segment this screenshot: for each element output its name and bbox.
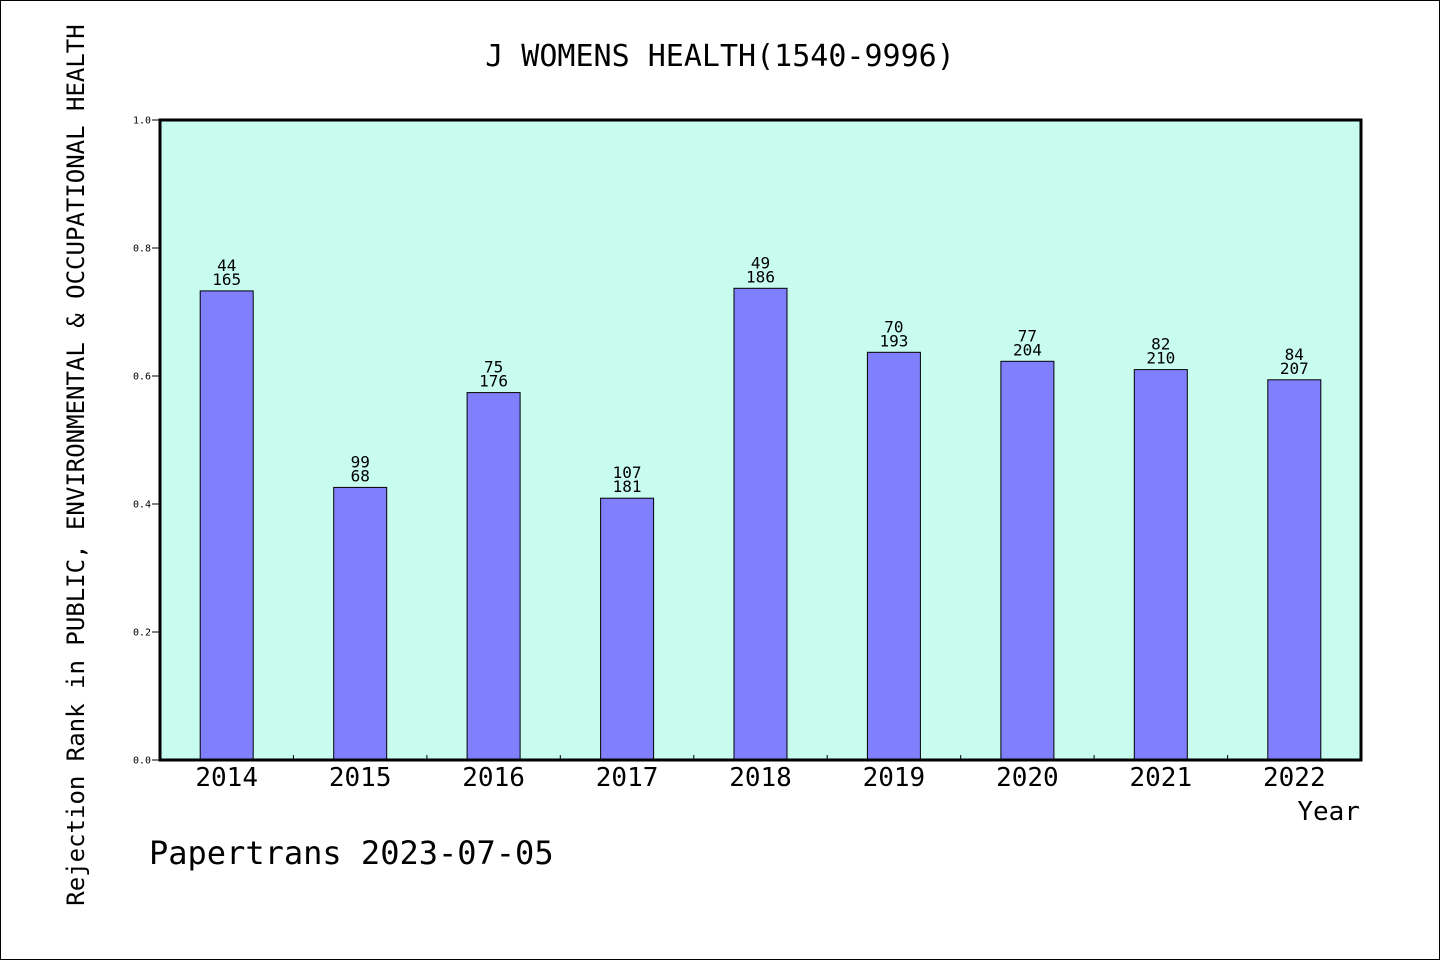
x-axis-label: Year <box>1297 797 1360 827</box>
y-tick-label: 0.0 <box>133 756 151 767</box>
bar-total-label: 210 <box>1146 349 1175 368</box>
bar-2021 <box>1133 369 1188 761</box>
chart-title: J WOMENS HEALTH(1540-9996) <box>485 39 955 74</box>
x-tick-label: 2016 <box>462 763 525 793</box>
y-ticks-group: 0.0 0.2 0.4 0.6 0.8 1.0 <box>133 116 160 767</box>
bar-total-label: 165 <box>212 270 241 289</box>
x-tick-label: 2018 <box>729 763 792 793</box>
bar-rank-label: 70 <box>884 317 903 336</box>
y-axis-label: Rejection Rank in PUBLIC, ENVIRONMENTAL … <box>62 24 90 905</box>
x-ticks-group: 2014 2015 2016 2017 2018 2019 2020 2021 2022 <box>195 755 1326 793</box>
y-tick-label: 0.2 <box>133 628 151 639</box>
x-tick-label: 2021 <box>1129 763 1192 793</box>
bar-total-label: 193 <box>879 331 908 350</box>
x-tick-label: 2019 <box>863 763 926 793</box>
bar-2016 <box>466 392 521 761</box>
x-tick-label: 2017 <box>596 763 659 793</box>
bar-total-label: 68 <box>351 466 370 485</box>
bar-rank-label: 84 <box>1285 345 1304 364</box>
bar-total-label: 207 <box>1280 359 1309 378</box>
bar-rank-label: 82 <box>1151 335 1170 354</box>
footer-text: Papertrans 2023-07-05 <box>149 834 554 872</box>
y-tick-label: 0.8 <box>133 244 151 255</box>
y-tick-label: 1.0 <box>133 116 151 127</box>
bar-2019 <box>866 351 921 761</box>
bar-total-label: 204 <box>1013 340 1042 359</box>
bar-rank-label: 44 <box>217 256 236 275</box>
bar-rank-label: 49 <box>751 253 770 272</box>
y-tick-label: 0.6 <box>133 372 151 383</box>
bar-rank-label: 77 <box>1018 326 1037 345</box>
bar-rank-label: 75 <box>484 358 503 377</box>
bar-2022 <box>1267 379 1322 761</box>
bar-2020 <box>1000 360 1055 761</box>
bar-total-label: 181 <box>613 477 642 496</box>
x-tick-label: 2015 <box>329 763 392 793</box>
x-tick-label: 2022 <box>1263 763 1326 793</box>
plot-border <box>158 118 1363 762</box>
bar-2017 <box>600 497 655 761</box>
bar-2018 <box>733 287 788 761</box>
bar-rank-label: 99 <box>351 452 370 471</box>
x-tick-label: 2020 <box>996 763 1059 793</box>
bar-rank-label: 107 <box>613 463 642 482</box>
bar-total-label: 176 <box>479 372 508 391</box>
bar-2015 <box>333 486 388 761</box>
bar-total-label: 186 <box>746 267 775 286</box>
bar-2014 <box>199 290 254 761</box>
y-tick-label: 0.4 <box>133 500 151 511</box>
x-tick-label: 2014 <box>195 763 258 793</box>
